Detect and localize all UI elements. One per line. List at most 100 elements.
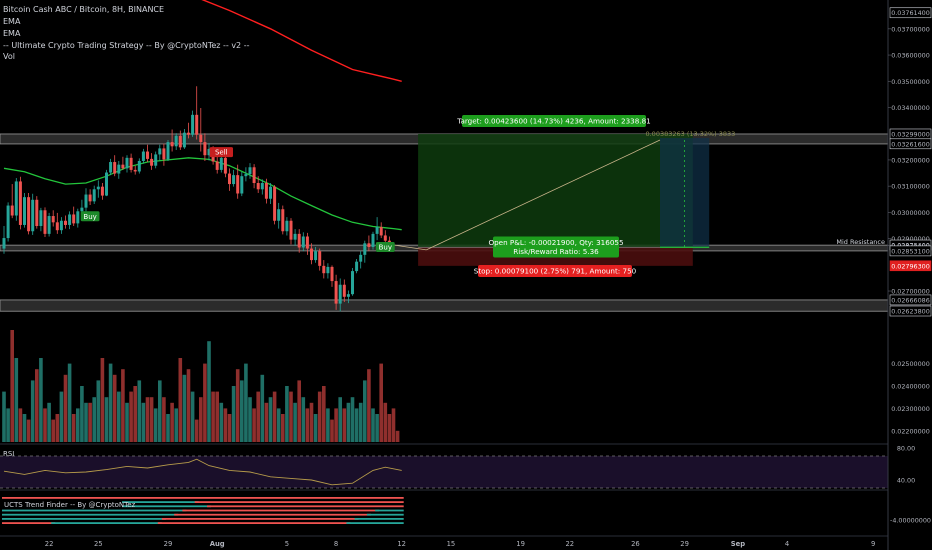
candle-body [39, 210, 43, 227]
candle-body [346, 294, 350, 297]
price-tick-label-18: 0.02623800 [891, 308, 930, 316]
candle-body [137, 160, 141, 172]
volume-bar [137, 380, 142, 442]
time-label-10: 22 [565, 540, 574, 548]
candle-body [6, 205, 10, 239]
volume-bar [219, 402, 224, 442]
volume-tick-label-1: 0.02500000 [891, 360, 930, 368]
candle-body [162, 148, 166, 160]
volume-bar [153, 408, 158, 442]
volume-bar [240, 380, 244, 442]
volume-bar [22, 414, 27, 442]
candle-body [182, 132, 186, 148]
target-label-text-1: Target: 0.00423600 (14.73%) 4236, Amount… [456, 117, 651, 126]
volume-bar [268, 397, 273, 442]
volume-bar [26, 419, 31, 442]
price-axis[interactable]: 0.03761400 0.03700000 0.03600000 0.03500000… [887, 0, 932, 550]
candle-body [314, 251, 318, 261]
trend-row-7-seg-1 [2, 522, 56, 524]
candle-body [88, 194, 92, 202]
volume-bar [59, 391, 64, 442]
volume-tick-label-3: 0.02300000 [891, 405, 930, 413]
time-label-14: 4 [785, 540, 789, 548]
volume-bar [203, 363, 207, 442]
candle-body [27, 197, 31, 232]
volume-bar [264, 402, 269, 442]
time-label-11: 26 [631, 540, 640, 548]
price-tick-label-3: 0.03600000 [891, 52, 930, 60]
trend-finder-pane: UCTS Trend Finder -- By @CryptoNTez [2, 497, 404, 524]
volume-bar [322, 386, 326, 442]
time-label-2: 25 [94, 540, 103, 548]
trend-row-6-seg-2 [161, 518, 359, 520]
volume-bar [129, 391, 133, 442]
candle-body [133, 169, 137, 172]
candle-body [31, 199, 35, 232]
signal-labels: Buy Sell Buy [80, 147, 395, 252]
volume-bar [317, 391, 322, 442]
volume-bar [2, 391, 6, 442]
candle-body [223, 157, 227, 174]
volume-bar [256, 391, 260, 442]
volume-bar [149, 397, 154, 442]
candle-body [248, 167, 252, 175]
volume-bar [174, 408, 178, 442]
candle-body [174, 135, 178, 147]
time-label-6: 8 [334, 540, 338, 548]
candle-body [289, 220, 293, 240]
candle-body [338, 284, 342, 304]
price-tick-label-16: 0.02700000 [891, 288, 930, 296]
candle-body [195, 114, 199, 135]
candle-body [281, 209, 285, 232]
volume-bar [145, 397, 150, 442]
candle-body [121, 164, 125, 169]
volume-bar [289, 391, 293, 442]
rsi-tick-label-2: 40.00 [897, 477, 915, 485]
rsi-line [3, 458, 402, 486]
time-label-8: 15 [447, 540, 456, 548]
price-tick-label-8: 0.03200000 [891, 156, 930, 164]
volume-bar [338, 397, 342, 442]
candle-body [47, 216, 51, 234]
volume-bar [88, 402, 92, 442]
volume-bar [125, 402, 129, 442]
volume-bar [235, 369, 240, 442]
time-label-1: 22 [45, 540, 54, 548]
volume-bar [367, 369, 371, 442]
candle-body [84, 194, 88, 208]
volume-bar [178, 358, 183, 442]
volume-bar [387, 414, 392, 442]
candle-body [367, 243, 371, 247]
volume-bar [39, 358, 43, 442]
volume-bar [297, 380, 301, 442]
candle-body [293, 233, 297, 240]
volume-bar [30, 380, 35, 442]
trend-row-1-seg-1 [2, 497, 404, 499]
price-tick-label-7: 0.03261600 [891, 140, 930, 148]
volume-bar [190, 391, 195, 442]
candle-body [23, 197, 26, 225]
volume-tick-label-4: 0.02200000 [891, 427, 930, 435]
volume-bar [186, 369, 191, 442]
candle-body [371, 233, 375, 247]
candle-body [256, 183, 260, 190]
legend-strategy: -- Ultimate Crypto Trading Strategy -- B… [3, 41, 250, 50]
volume-bar [162, 397, 166, 442]
volume-bar [141, 402, 146, 442]
projection-label: 0.00383263 (13.32%) 3833 [645, 130, 735, 138]
time-label-13: Sep [731, 540, 746, 548]
candle-body [273, 186, 277, 221]
candle-body [240, 176, 244, 194]
candle-body [109, 162, 113, 173]
trend-row-4-seg-3 [375, 509, 404, 512]
price-tick-label-6: 0.03299000 [891, 130, 930, 138]
time-axis[interactable]: 22 25 29 Aug 5 8 12 15 19 22 26 29 Sep 4 9 [45, 540, 876, 548]
candle-body [359, 254, 363, 262]
legend-ema-slow: EMA [3, 29, 21, 38]
path-line-down [389, 243, 427, 251]
position-tool[interactable]: 0.00383263 (13.32%) 3833 Target: 0.004236… [389, 115, 735, 277]
candle-body [232, 175, 236, 185]
volume-bar [51, 419, 55, 442]
volume-bar [301, 397, 306, 442]
